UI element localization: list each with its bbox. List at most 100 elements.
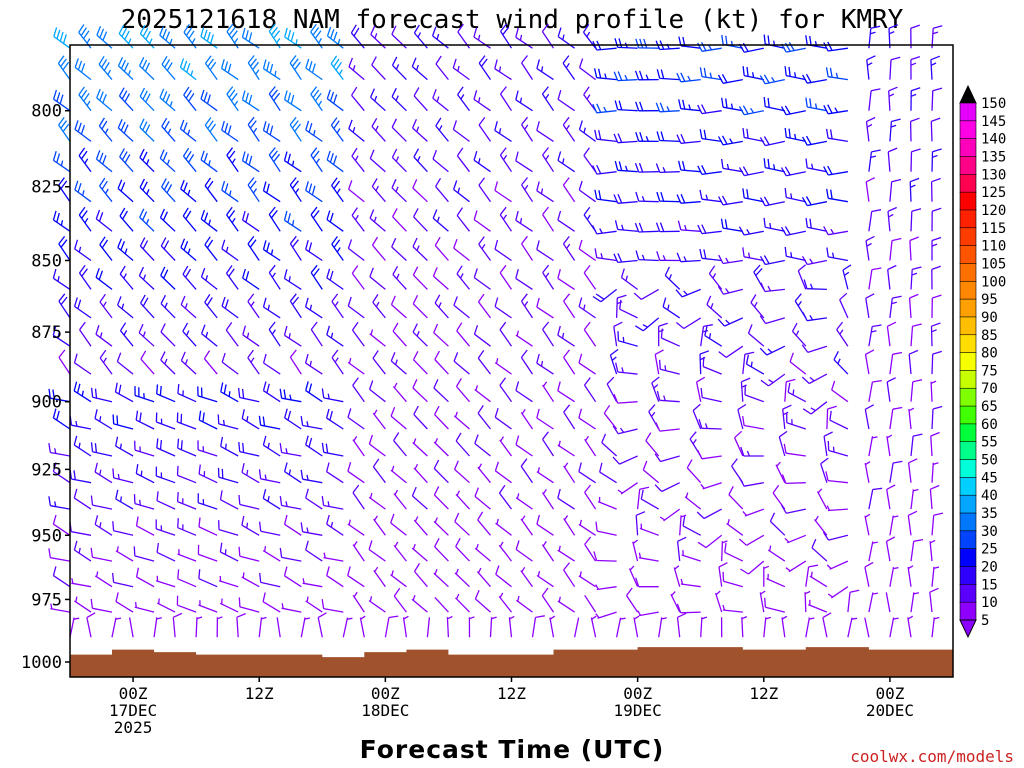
wind-barb (679, 514, 687, 536)
wind-barb (390, 570, 407, 588)
wind-barb (557, 27, 575, 49)
wind-barb (433, 486, 449, 510)
wind-barb (676, 612, 687, 638)
wind-barb (594, 248, 617, 262)
wind-barb (433, 379, 449, 403)
wind-barb (351, 321, 365, 347)
wind-barb (520, 515, 534, 536)
wind-barb (866, 55, 876, 80)
wind-barb (720, 158, 743, 173)
wind-barb (499, 264, 513, 290)
wind-barb (198, 600, 218, 613)
wind-barb (300, 416, 323, 430)
wind-barb (325, 462, 344, 484)
wind-barb (889, 617, 899, 638)
wind-barb (699, 67, 722, 81)
wind-barb (742, 247, 764, 262)
wind-barb (262, 59, 281, 81)
wind-barb (156, 491, 176, 510)
colorbar-segment (959, 530, 977, 550)
wind-barb (74, 239, 92, 262)
wind-barb (816, 488, 828, 510)
wind-barb (411, 594, 428, 613)
wind-barb (453, 411, 470, 430)
wind-barb (351, 207, 365, 232)
wind-barb (182, 207, 197, 232)
wind-barb (595, 611, 617, 619)
y-tick-label: 850 (31, 251, 62, 271)
wind-barb (119, 148, 134, 173)
wind-barb (369, 329, 386, 347)
wind-barb (785, 560, 807, 573)
wind-barb (372, 350, 386, 375)
wind-barb (656, 191, 680, 203)
wind-barb (133, 494, 155, 510)
wind-barb (592, 225, 617, 235)
wind-barb (515, 493, 533, 510)
wind-barb (289, 116, 302, 142)
wind-barb (789, 352, 807, 375)
wind-barb (655, 163, 680, 174)
wind-barb (133, 546, 155, 562)
wind-barb (931, 207, 942, 232)
wind-barb (241, 572, 260, 588)
wind-barb (204, 177, 218, 203)
wind-barb (675, 317, 702, 330)
wind-barb (262, 353, 281, 375)
wind-barb (156, 384, 176, 403)
wind-barb (262, 240, 281, 262)
wind-barb (910, 592, 920, 613)
wind-barb (813, 515, 828, 536)
wind-barb (606, 376, 618, 403)
wind-barb (117, 57, 134, 81)
wind-barb (635, 191, 659, 203)
wind-barb (238, 546, 260, 562)
wind-barb (909, 117, 920, 142)
x-tick-label: 19DEC (614, 701, 662, 720)
wind-barb (592, 103, 617, 114)
wind-barb (204, 236, 218, 261)
wind-barb (763, 217, 785, 232)
wind-barb (473, 268, 491, 290)
wind-barb (241, 151, 260, 173)
wind-barb (73, 297, 92, 319)
wind-barb (368, 540, 386, 562)
wind-barb (279, 496, 302, 510)
wind-barb (515, 27, 533, 49)
wind-barb (176, 492, 197, 510)
wind-barb (699, 350, 710, 375)
colorbar-label: 65 (981, 399, 998, 415)
wind-barb (536, 467, 554, 484)
wind-barb (699, 248, 722, 262)
wind-barb (98, 117, 113, 142)
wind-barb (391, 237, 407, 261)
wind-barb (200, 324, 218, 347)
wind-barb (155, 519, 176, 536)
wind-barb (74, 180, 92, 203)
wind-barb (592, 164, 617, 175)
wind-barb (521, 177, 534, 203)
wind-barb (161, 178, 176, 203)
wind-barb (931, 512, 944, 536)
wind-barb (584, 594, 597, 613)
wind-barb (584, 536, 597, 562)
wind-barb (352, 484, 365, 510)
wind-barb (69, 617, 80, 638)
wind-barb (536, 59, 554, 81)
wind-barb (390, 351, 407, 375)
wind-barb (578, 297, 596, 319)
wind-barb (864, 404, 875, 430)
wind-barb (79, 321, 92, 347)
wind-barb (478, 177, 492, 203)
colorbar-label: 90 (981, 310, 998, 326)
wind-barb (456, 265, 471, 290)
wind-barb (52, 566, 71, 588)
wind-barb (118, 87, 134, 112)
wind-barb (634, 70, 659, 81)
wind-barb (738, 105, 764, 116)
wind-barb (759, 196, 785, 207)
wind-barb (692, 403, 702, 430)
wind-barb (200, 89, 218, 112)
wind-barb (370, 25, 386, 49)
wind-barb (242, 268, 260, 290)
